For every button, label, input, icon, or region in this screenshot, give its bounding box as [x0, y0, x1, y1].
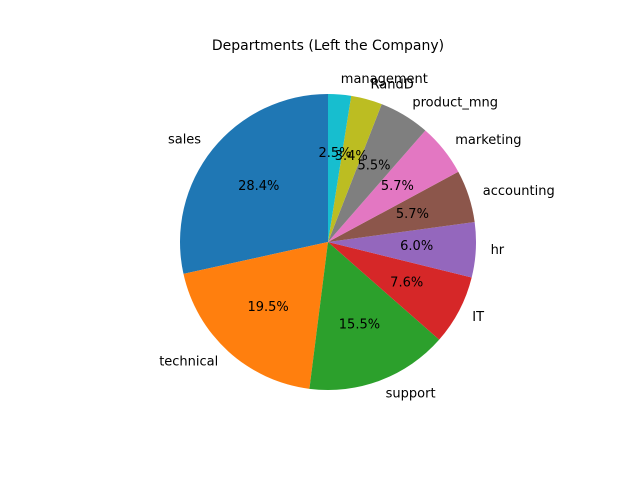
pie-slice-product-mng: [328, 104, 426, 242]
slice-label: IT: [472, 310, 484, 325]
slice-percent-label: 5.7%: [381, 179, 414, 194]
slice-percent-label: 3.4%: [335, 149, 368, 164]
slice-label: technical: [159, 355, 218, 370]
slice-percent-label: 19.5%: [247, 300, 288, 315]
slice-labels: sales technical support IT hr accounting marke…: [159, 72, 555, 402]
slice-percent-label: 5.7%: [396, 207, 429, 222]
slice-label: accounting: [483, 184, 555, 199]
slice-percent-label: 6.0%: [400, 239, 433, 254]
chart-title: Departments (Left the Company): [212, 38, 444, 54]
pie-slice-hr: [328, 222, 476, 278]
slice-percent-label: 5.5%: [357, 159, 390, 174]
pie-slice-it: [328, 242, 472, 340]
slice-percent-label: 28.4%: [238, 179, 279, 194]
slice-label: RandD: [371, 77, 414, 92]
pie-slice-marketing: [328, 130, 459, 242]
slice-percent-label: 2.5%: [318, 146, 351, 161]
slice-label: product_mng: [412, 95, 498, 110]
pie-slice-accounting: [328, 171, 475, 242]
pie-slice-technical: [183, 242, 328, 389]
slice-label: marketing: [455, 133, 521, 148]
slice-label: sales: [168, 133, 201, 148]
slice-label: support: [386, 387, 436, 402]
slice-percent-label: 15.5%: [339, 318, 380, 333]
pie-slice-randd: [328, 95, 382, 242]
pie-slices: [180, 94, 476, 390]
slice-label: management: [341, 72, 428, 87]
slice-label: hr: [491, 243, 505, 258]
percent-labels: 28.4% 19.5% 15.5% 7.6% 6.0% 5.7% 5.7% 5.5%3.4%2…: [238, 146, 433, 333]
pie-slice-management: [328, 94, 352, 242]
pie-slice-support: [309, 242, 440, 390]
pie-slice-sales: [180, 94, 328, 274]
slice-percent-label: 7.6%: [390, 276, 423, 291]
